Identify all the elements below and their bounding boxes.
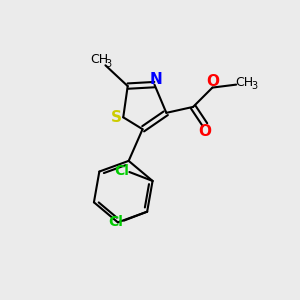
Text: O: O (206, 74, 219, 89)
Text: CH: CH (236, 76, 253, 89)
Text: Cl: Cl (114, 164, 129, 178)
Text: O: O (199, 124, 212, 139)
Text: Cl: Cl (109, 215, 123, 229)
Text: 3: 3 (105, 58, 112, 68)
Text: S: S (111, 110, 122, 125)
Text: 3: 3 (251, 81, 257, 91)
Text: CH: CH (90, 53, 108, 66)
Text: N: N (150, 72, 162, 87)
